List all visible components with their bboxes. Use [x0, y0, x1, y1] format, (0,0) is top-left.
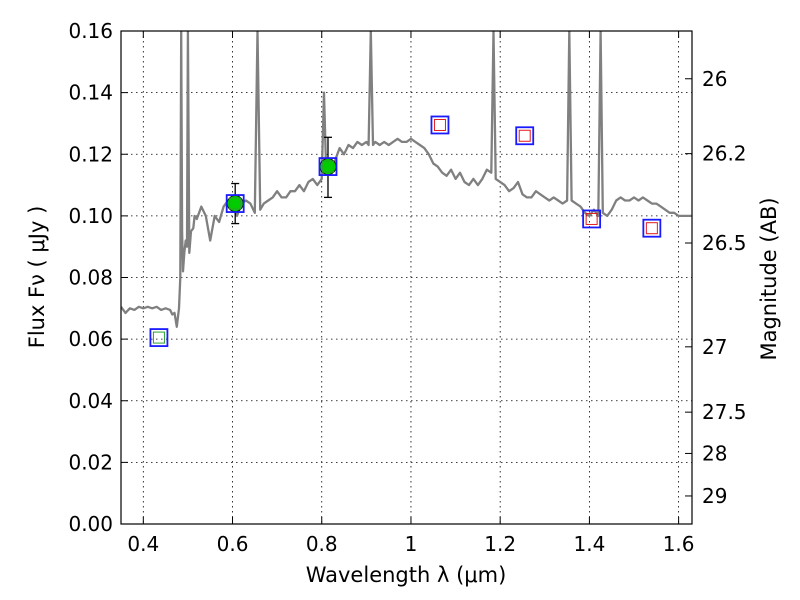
magnitude-tick-label: 29	[702, 484, 727, 508]
x-tick-label: 1.6	[663, 532, 695, 556]
y-tick-label: 0.08	[68, 266, 113, 290]
x-tick-label: 1.2	[484, 532, 516, 556]
y-axis-title: Flux Fν ( μJy )	[25, 206, 49, 349]
x-axis-ticks: 0.4 0.6 0.8 1 1.2 1.4 1.6	[127, 31, 695, 556]
magnitude-axis-title: Magnitude (AB)	[757, 197, 781, 360]
x-tick-label: 1	[405, 532, 418, 556]
model-photometry-point	[225, 194, 245, 213]
y-tick-label: 0.10	[68, 204, 113, 228]
y-tick-label: 0.14	[68, 81, 113, 105]
y-axis-ticks: 0.00 0.02 0.04 0.06 0.08 0.10 0.12 0.14 0.16	[68, 19, 128, 536]
y-tick-label: 0.16	[68, 19, 113, 43]
model-photometry-points	[149, 115, 662, 347]
model-photometry-point	[430, 115, 450, 135]
magnitude-tick-label: 28	[702, 441, 727, 465]
x-axis-title: Wavelength λ (μm)	[306, 563, 507, 587]
model-photometry-inner	[321, 160, 334, 173]
model-photometry-inner	[645, 222, 658, 235]
model-photometry-point	[582, 209, 602, 229]
model-photometry-point	[318, 157, 338, 176]
model-sed-line	[121, 31, 692, 328]
model-photometry-inner	[152, 331, 165, 344]
magnitude-tick-label: 27	[702, 335, 727, 359]
model-photometry-inner	[229, 197, 242, 210]
model-photometry-point	[515, 126, 535, 146]
y-tick-label: 0.04	[68, 389, 113, 413]
x-tick-label: 0.4	[127, 532, 159, 556]
x-tick-label: 0.8	[306, 532, 338, 556]
x-tick-label: 0.6	[217, 532, 249, 556]
magnitude-axis-ticks: 26 26.2 26.5 27 27.5 28 29	[685, 67, 747, 508]
model-photometry-inner	[433, 118, 446, 131]
x-tick-label: 1.4	[573, 532, 605, 556]
magnitude-tick-label: 26.2	[702, 142, 747, 166]
plot-area	[121, 31, 692, 347]
model-photometry-inner	[518, 129, 531, 142]
magnitude-tick-label: 27.5	[702, 400, 747, 424]
y-tick-label: 0.12	[68, 142, 113, 166]
y-tick-label: 0.06	[68, 327, 113, 351]
magnitude-tick-label: 26	[702, 67, 727, 91]
magnitude-tick-label: 26.5	[702, 231, 747, 255]
model-photometry-inner	[585, 212, 598, 225]
y-tick-label: 0.02	[68, 450, 113, 474]
model-photometry-point	[149, 328, 169, 347]
y-tick-label: 0.00	[68, 512, 113, 536]
model-photometry-point	[642, 218, 662, 238]
